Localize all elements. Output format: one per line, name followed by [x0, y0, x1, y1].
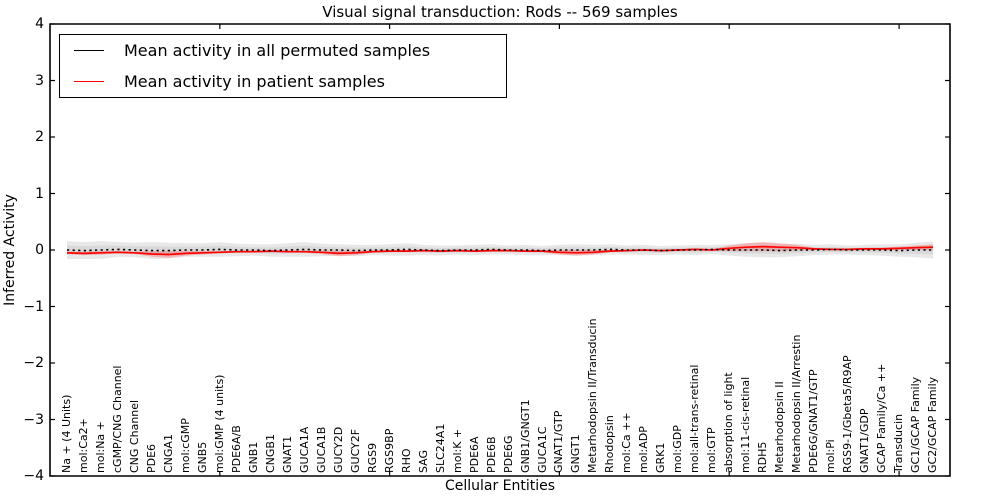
x-tick-label: Transducin — [892, 413, 906, 473]
x-tick-label: PDE6G/GNAT1/GTP — [807, 369, 821, 473]
x-tick-label: GC2/GCAP Family — [926, 376, 939, 473]
x-tick-label: GNB1/GNGT1 — [518, 399, 532, 473]
axes-frame — [49, 23, 951, 477]
y-tick-label: 0 — [35, 242, 44, 258]
x-tick-label: mol:GTP — [705, 427, 719, 473]
y-tick-label: −3 — [23, 412, 44, 428]
x-axis-label: Cellular Entities — [444, 478, 556, 494]
y-tick-label: 4 — [35, 16, 44, 32]
x-tick-label: GC1/GCAP Family — [909, 376, 922, 473]
x-tick-label: GNAT1/GTP — [552, 410, 566, 473]
x-tick-label: PDE6A/B — [229, 425, 243, 473]
legend-entry-permuted: Mean activity in all permuted samples — [60, 35, 506, 66]
x-tick-label: GRK1 — [654, 442, 668, 473]
x-tick-label: GNGT1 — [569, 434, 583, 473]
x-tick-label: mol:Ca ++ — [620, 412, 634, 473]
x-tick-label: mol:all-trans-retinal — [688, 364, 702, 473]
x-tick-label: GNB1 — [246, 441, 260, 473]
x-tick-label: CNGA1 — [161, 434, 175, 473]
x-tick-label: GUCA1B — [314, 426, 328, 473]
x-tick-label: RDH5 — [756, 441, 770, 473]
patient-line-sample — [74, 81, 104, 82]
x-tick-label: mol:GDP — [671, 425, 685, 473]
legend-label: Mean activity in patient samples — [124, 72, 385, 91]
y-tick-label: −2 — [23, 355, 44, 371]
x-tick-label: mol:GMP (4 units) — [212, 374, 226, 473]
legend: Mean activity in all permuted samples Me… — [59, 34, 507, 98]
x-tick-label: GCAP Family/Ca ++ — [875, 363, 889, 473]
x-tick-label: RHO — [399, 448, 413, 473]
y-tick-label: 1 — [35, 186, 44, 202]
x-tick-label: CNG Channel — [127, 399, 141, 473]
x-tick-label: PDE6B — [484, 436, 498, 473]
x-tick-label: RGS9-1/Gbeta5/R9AP — [841, 355, 855, 473]
x-tick-label: mol:ADP — [637, 426, 651, 473]
x-tick-label: RGS9BP — [382, 428, 396, 473]
x-tick-label: PDE6 — [144, 443, 158, 473]
y-tick-label: −1 — [23, 299, 44, 315]
y-tick-label: −4 — [23, 468, 44, 484]
legend-label: Mean activity in all permuted samples — [124, 41, 431, 60]
x-tick-label: Na + (4 Units) — [60, 394, 73, 473]
x-tick-label: mol:Pi — [824, 439, 838, 473]
permuted-line-sample — [74, 50, 104, 51]
x-tick-label: GNAT1 — [280, 435, 294, 473]
x-tick-label: GNAT1/GDP — [858, 408, 872, 473]
x-tick-label: Metarhodopsin II/Transducin — [586, 318, 600, 473]
y-tick-label: 3 — [35, 73, 44, 89]
x-tick-label: GUCY2F — [348, 428, 362, 473]
x-tick-label: mol:cGMP — [178, 418, 192, 473]
x-tick-label: GUCA1A — [297, 426, 311, 473]
x-tick-label: RGS9 — [365, 442, 379, 473]
x-tick-label: CNGB1 — [263, 434, 277, 473]
x-tick-label: GUCY2D — [331, 426, 345, 473]
x-tick-label: cGMP/CNG Channel — [110, 365, 124, 474]
permuted-mean-line — [66, 248, 933, 252]
x-tick-label: SLC24A1 — [433, 423, 447, 473]
x-tick-label: mol:11-cis-retinal — [739, 376, 753, 473]
x-tick-label: GUCA1C — [535, 426, 549, 473]
x-tick-label: mol:K + — [450, 428, 464, 473]
chart-title: Visual signal transduction: Rods -- 569 … — [322, 3, 678, 21]
x-tick-label: Metarhodopsin II/Arrestin — [790, 334, 804, 473]
x-tick-label: mol:Ca2+ — [77, 418, 90, 473]
x-tick-label: absorption of light — [722, 372, 736, 473]
x-tick-label: PDE6A — [467, 436, 481, 473]
x-tick-label: GNB5 — [195, 441, 209, 473]
x-tick-label: Rhodopsin — [603, 415, 617, 473]
x-tick-label: SAG — [416, 449, 430, 473]
x-tick-label: Metarhodopsin II — [773, 381, 787, 473]
y-tick-label: 2 — [35, 129, 44, 145]
legend-entry-patient: Mean activity in patient samples — [60, 66, 506, 97]
patient-mean-line — [66, 245, 934, 256]
x-tick-label: PDE6G — [501, 435, 515, 473]
x-tick-label: mol:Na + — [93, 421, 107, 473]
